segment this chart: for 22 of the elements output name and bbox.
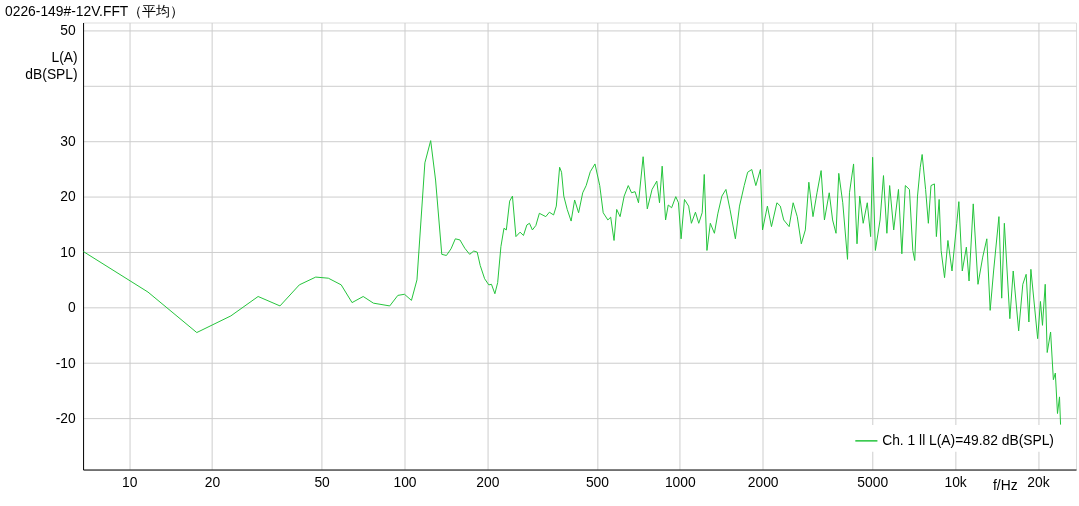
x-tick-label: 200 xyxy=(476,473,500,490)
x-tick-label: 100 xyxy=(393,473,417,490)
x-axis-title: f/Hz xyxy=(993,476,1018,493)
y-tick-label: 20 xyxy=(60,188,76,205)
y-tick-label: -10 xyxy=(55,354,76,371)
y-tick-label: -20 xyxy=(55,409,76,426)
y-tick-label: 0 xyxy=(67,299,76,316)
y-tick-label: 30 xyxy=(60,132,76,149)
y-tick-label: 10 xyxy=(60,243,76,260)
x-tick-label: 10k xyxy=(944,473,967,490)
x-tick-label: 5000 xyxy=(857,473,889,490)
y-axis-title: L(A) dB(SPL) xyxy=(25,48,78,83)
x-tick-label: 2000 xyxy=(747,473,779,490)
x-tick-label: 10 xyxy=(121,473,138,490)
chart-title: 0226-149#-12V.FFT（平均） xyxy=(5,2,185,19)
x-tick-label: 20 xyxy=(204,473,221,490)
legend-label: Ch. 1 ll L(A)=49.82 dB(SPL) xyxy=(882,431,1054,448)
y-tick-label: 50 xyxy=(60,21,76,38)
x-tick-label: 1000 xyxy=(664,473,696,490)
x-tick-label: 50 xyxy=(314,473,331,490)
x-tick-label: 500 xyxy=(585,473,610,490)
x-tick-label: 20k xyxy=(1027,473,1050,490)
